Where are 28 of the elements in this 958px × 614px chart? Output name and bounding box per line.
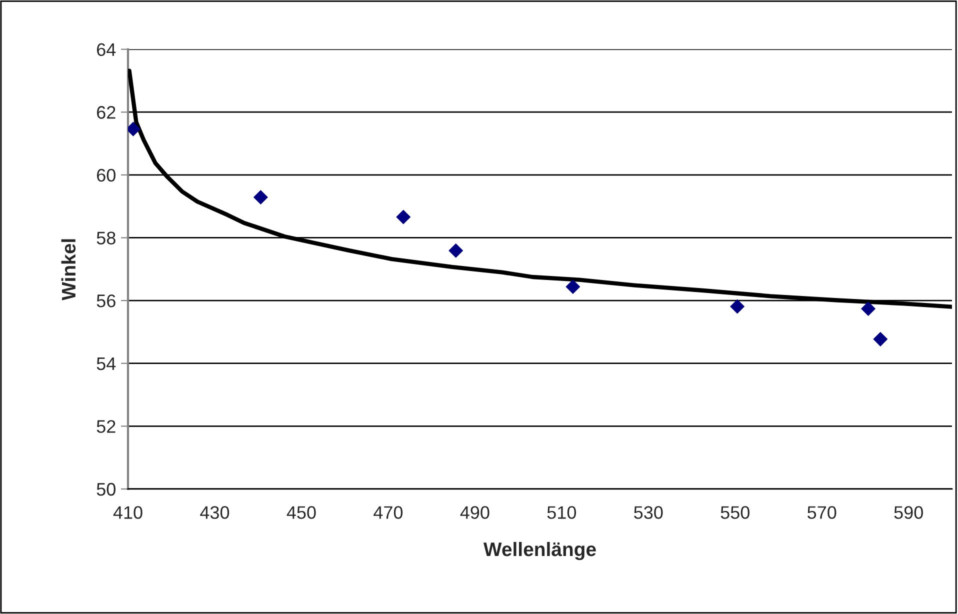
y-tick-label: 64 <box>97 43 116 56</box>
y-tick-label: 58 <box>96 232 116 244</box>
y-tick-label: 50 <box>96 482 116 496</box>
y-tick-label: 56 <box>96 294 116 308</box>
x-tick-label: 590 <box>894 506 923 519</box>
x-tick-label: 570 <box>808 506 836 519</box>
x-tick-label: 510 <box>547 506 576 519</box>
x-tick-label: 530 <box>634 506 663 519</box>
point <box>873 332 888 346</box>
point <box>396 210 411 224</box>
point <box>253 190 268 205</box>
point <box>448 243 464 258</box>
x-tick-label: 550 <box>720 506 750 519</box>
x-tick-label: 490 <box>460 506 490 519</box>
point <box>860 301 876 316</box>
line-series <box>128 68 952 309</box>
point <box>730 299 745 314</box>
y-tick-label: 62 <box>97 106 116 119</box>
x-tick-label: 450 <box>286 506 316 519</box>
y-tick-label: 52 <box>96 420 116 433</box>
y-tick-label: 60 <box>97 168 116 182</box>
x-tick-label: 430 <box>200 506 230 519</box>
y-axis-title: Winkel <box>61 239 76 300</box>
x-tick-label: 410 <box>113 506 142 519</box>
x-axis-title: Wellenlänge <box>483 542 596 560</box>
x-tick-label: 470 <box>374 506 403 519</box>
point <box>566 279 580 294</box>
y-tick-label: 54 <box>96 357 116 370</box>
